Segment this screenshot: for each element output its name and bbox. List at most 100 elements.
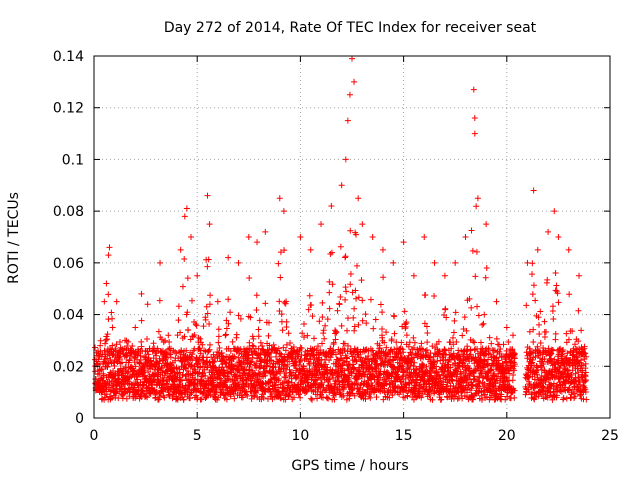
data-point bbox=[210, 379, 217, 386]
data-point bbox=[181, 333, 188, 340]
data-point bbox=[280, 208, 287, 215]
data-point bbox=[206, 301, 213, 308]
data-point bbox=[541, 334, 548, 341]
data-point bbox=[92, 344, 99, 351]
data-point bbox=[431, 293, 438, 300]
data-point bbox=[344, 315, 351, 322]
data-point bbox=[282, 374, 289, 381]
data-point bbox=[383, 380, 390, 387]
data-point bbox=[296, 348, 303, 355]
data-point bbox=[132, 324, 139, 331]
data-point bbox=[119, 368, 126, 375]
data-point bbox=[260, 394, 267, 401]
data-point bbox=[370, 325, 377, 332]
data-point bbox=[404, 393, 411, 400]
data-point bbox=[113, 298, 120, 305]
data-point bbox=[197, 335, 204, 342]
data-point bbox=[129, 342, 136, 349]
data-point bbox=[376, 344, 383, 351]
data-point bbox=[309, 313, 316, 320]
data-point bbox=[210, 351, 217, 358]
data-point bbox=[281, 247, 288, 254]
data-point bbox=[266, 342, 273, 349]
data-point bbox=[386, 394, 393, 401]
data-point bbox=[583, 396, 590, 403]
data-point bbox=[231, 353, 238, 360]
data-point bbox=[335, 378, 342, 385]
data-point bbox=[283, 318, 290, 325]
data-point bbox=[322, 322, 329, 329]
data-point bbox=[493, 335, 500, 342]
data-point bbox=[297, 394, 304, 401]
data-point bbox=[477, 339, 484, 346]
data-point bbox=[503, 324, 510, 331]
data-point bbox=[552, 270, 559, 277]
data-point bbox=[124, 342, 131, 349]
data-point bbox=[555, 299, 562, 306]
data-point bbox=[442, 305, 449, 312]
data-point bbox=[372, 367, 379, 374]
data-point bbox=[405, 343, 412, 350]
data-point bbox=[327, 250, 334, 257]
data-point bbox=[309, 396, 316, 403]
data-point bbox=[181, 256, 188, 263]
data-point bbox=[187, 336, 194, 343]
data-point bbox=[239, 394, 246, 401]
data-point bbox=[285, 330, 292, 337]
data-point bbox=[536, 330, 543, 337]
data-point bbox=[383, 344, 390, 351]
data-point bbox=[392, 355, 399, 362]
data-point bbox=[326, 375, 333, 382]
data-point bbox=[319, 340, 326, 347]
data-point bbox=[353, 295, 360, 302]
data-point bbox=[342, 254, 349, 261]
data-point bbox=[383, 355, 390, 362]
data-point bbox=[130, 368, 137, 375]
data-point bbox=[379, 309, 386, 316]
data-point bbox=[143, 336, 150, 343]
data-point bbox=[331, 396, 338, 403]
data-point bbox=[98, 365, 105, 372]
data-point bbox=[283, 341, 290, 348]
data-point bbox=[358, 277, 365, 284]
data-point bbox=[249, 354, 256, 361]
data-point bbox=[400, 349, 407, 356]
data-point bbox=[388, 336, 395, 343]
data-point bbox=[234, 345, 241, 352]
data-point bbox=[403, 332, 410, 339]
data-point bbox=[95, 356, 102, 363]
data-point bbox=[396, 391, 403, 398]
data-point bbox=[218, 349, 225, 356]
data-point bbox=[422, 291, 429, 298]
data-point bbox=[156, 297, 163, 304]
data-point bbox=[362, 396, 369, 403]
data-point bbox=[336, 301, 343, 308]
data-point bbox=[104, 355, 111, 362]
data-point bbox=[473, 203, 480, 210]
data-point bbox=[163, 352, 170, 359]
data-point bbox=[345, 366, 352, 373]
data-point bbox=[141, 365, 148, 372]
data-point bbox=[373, 394, 380, 401]
data-point bbox=[403, 319, 410, 326]
y-axis-label: ROTI / TECUs bbox=[6, 192, 22, 284]
data-point bbox=[200, 388, 207, 395]
data-point bbox=[459, 332, 466, 339]
data-point bbox=[125, 378, 132, 385]
data-point bbox=[452, 259, 459, 266]
data-point bbox=[529, 271, 536, 278]
data-point bbox=[104, 364, 111, 371]
data-point bbox=[204, 263, 211, 270]
data-point bbox=[158, 367, 165, 374]
data-point bbox=[363, 320, 370, 327]
data-point bbox=[342, 156, 349, 163]
data-point bbox=[332, 351, 339, 358]
data-point bbox=[175, 317, 182, 324]
data-point bbox=[167, 354, 174, 361]
data-point bbox=[296, 358, 303, 365]
data-point bbox=[300, 363, 307, 370]
y-tick-label: 0.1 bbox=[62, 152, 84, 168]
data-point bbox=[382, 380, 389, 387]
data-point bbox=[120, 391, 127, 398]
data-point bbox=[157, 259, 164, 266]
